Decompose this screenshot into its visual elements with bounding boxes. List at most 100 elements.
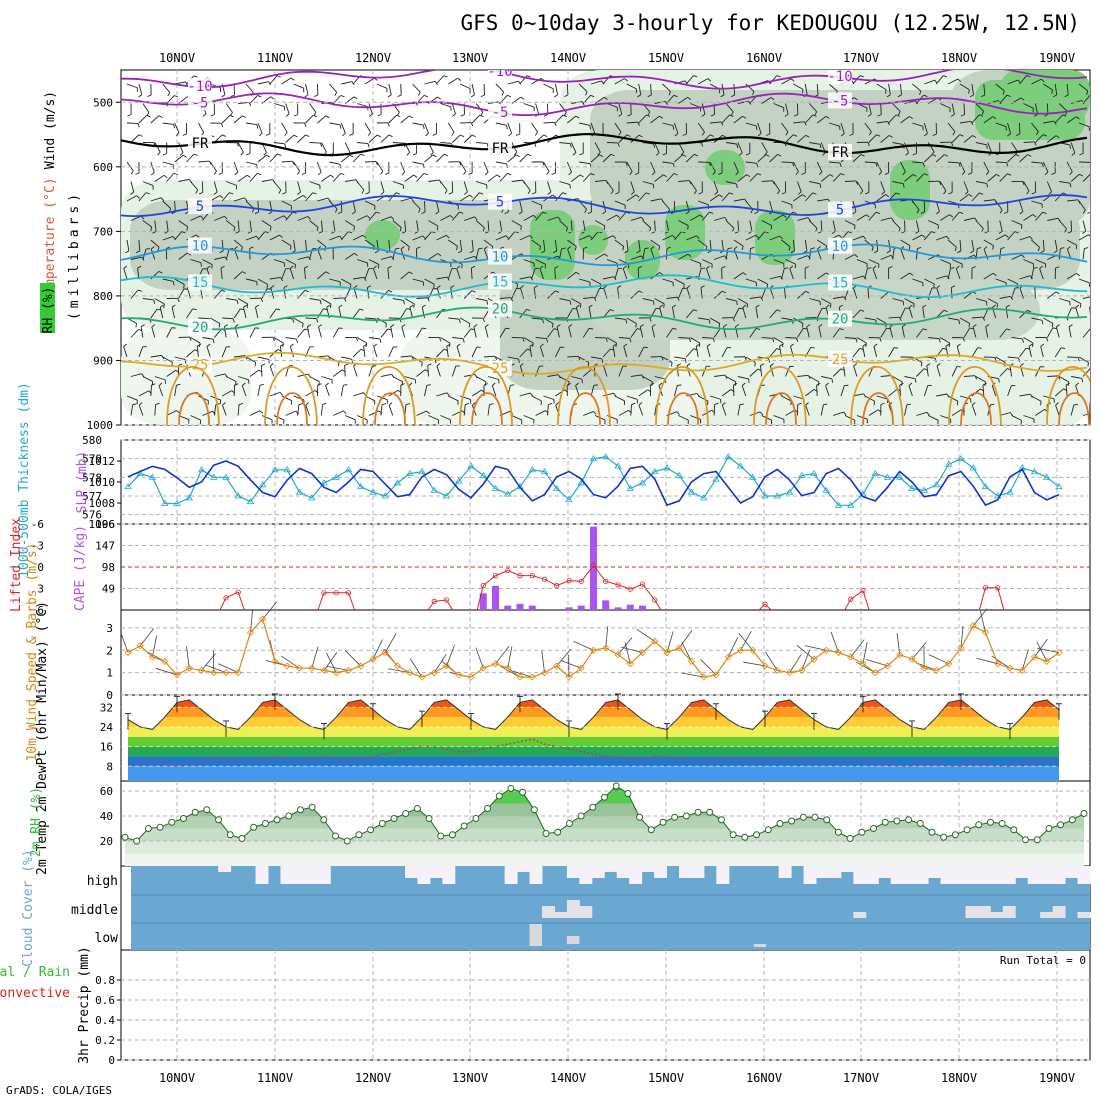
wind-barb-feather [221, 134, 226, 137]
wind10-point [418, 673, 426, 681]
day-labels-bottom: 10NOV 11NOV 12NOV 13NOV 14NOV 15NOV 16NOV 17NOV… [159, 1071, 1075, 1085]
cape-bar [614, 607, 622, 610]
rh-point [870, 825, 877, 832]
wind-barb-feather [1065, 382, 1070, 386]
wind-barb [305, 114, 314, 124]
wind-barb-feather [969, 94, 974, 98]
wind-barb [852, 154, 862, 163]
wind10-point [442, 662, 451, 670]
wind-barb [928, 337, 940, 340]
wind-barb-feather [171, 304, 176, 308]
wind-barb [269, 391, 281, 397]
wind-barb-feather [945, 343, 950, 347]
cloud-clear-high [691, 866, 705, 878]
wind10-point [332, 669, 340, 677]
wind-barb [364, 77, 375, 85]
wind-barb-feather [587, 362, 590, 367]
wind-barb [948, 317, 959, 321]
wind-barb [221, 346, 227, 358]
wind-barb-feather [163, 303, 165, 308]
wind-barb [745, 161, 757, 164]
wind-barb-feather [723, 324, 728, 328]
wind-barb-feather [437, 253, 442, 257]
wind-barb [963, 327, 971, 338]
thickness-point [920, 486, 928, 493]
wind-barb [221, 390, 233, 397]
wind-barb [904, 404, 908, 416]
wind-barb [364, 317, 376, 320]
wind-barb-feather [1039, 265, 1043, 269]
wind-barb [364, 239, 375, 247]
wind-barb [582, 173, 592, 182]
wind-barb-feather [479, 114, 484, 118]
wind-barb [1095, 98, 1100, 104]
wind-barb-feather [408, 382, 413, 386]
wind-barb-feather [795, 171, 799, 176]
wind-barb-feather [651, 381, 653, 386]
wind-barb [1040, 346, 1044, 358]
wind-barb [948, 161, 960, 164]
li-edge [844, 599, 852, 611]
wind-barb [821, 376, 833, 380]
wind-barb [409, 307, 414, 319]
wind-barb [475, 248, 479, 260]
isotherm-label: -5 [832, 93, 849, 109]
wind-barb-feather [406, 152, 410, 156]
wind-barb-feather [898, 111, 901, 116]
wind-barb-feather [1093, 364, 1096, 366]
wind-barb-feather [575, 271, 580, 275]
wind-barb [662, 278, 674, 283]
wind-barb-feather [884, 172, 889, 175]
wind-barb [571, 298, 582, 305]
wind-barb [971, 404, 977, 416]
wind-barb [356, 215, 368, 221]
wind-barb [1034, 103, 1039, 115]
cloud-clear-high [579, 866, 593, 884]
wind-barb-feather [948, 342, 951, 348]
wind-barb [519, 365, 525, 377]
wind-barb [270, 287, 275, 299]
wind-barb-feather [555, 402, 559, 406]
wind-barb [579, 235, 590, 241]
wind-barb [785, 409, 796, 416]
wind-barb-feather [957, 343, 961, 347]
wind-barb [352, 200, 356, 212]
thickness-point [749, 473, 757, 480]
wind10-point [516, 673, 524, 681]
wind-barb-feather [566, 383, 572, 386]
wind-barb [804, 83, 808, 95]
precip-legend-convective: Convective [0, 986, 70, 1001]
wind-barb [249, 369, 260, 377]
wind-barb-feather [610, 190, 614, 195]
wind-barb [654, 404, 657, 416]
wind-barb-feather [729, 192, 734, 195]
temp-tick-label: 8 [106, 760, 113, 773]
rh-point [144, 825, 152, 832]
wind-barb [618, 103, 623, 115]
wind-barb [612, 346, 616, 358]
li-point [762, 601, 768, 607]
wind-barb-feather [803, 121, 807, 126]
cloud-clear-mid [566, 900, 580, 918]
wind-barb-feather [506, 125, 508, 130]
wind-barb [785, 103, 789, 115]
wind-barb [318, 326, 322, 338]
cloud-clear-high [654, 866, 668, 878]
wind-barb-feather [750, 246, 755, 249]
wind-barb [912, 83, 922, 92]
wind-barb [900, 272, 910, 280]
wind-barb [781, 317, 793, 321]
wind-barb [285, 337, 297, 340]
wind-barb [154, 376, 166, 381]
day-label-bottom: 16NOV [746, 1071, 782, 1085]
wind-barb [832, 220, 836, 232]
thickness-point [712, 475, 720, 482]
isotherm-25-loop [459, 366, 513, 425]
wind-barb-feather [754, 211, 759, 214]
rh-high-blob [1000, 70, 1090, 120]
wind-barb [630, 404, 632, 416]
wind-barb [511, 179, 523, 182]
wind-barb [674, 231, 682, 241]
wind-barb-feather [1069, 183, 1072, 188]
wind-barb-feather [1020, 97, 1025, 101]
